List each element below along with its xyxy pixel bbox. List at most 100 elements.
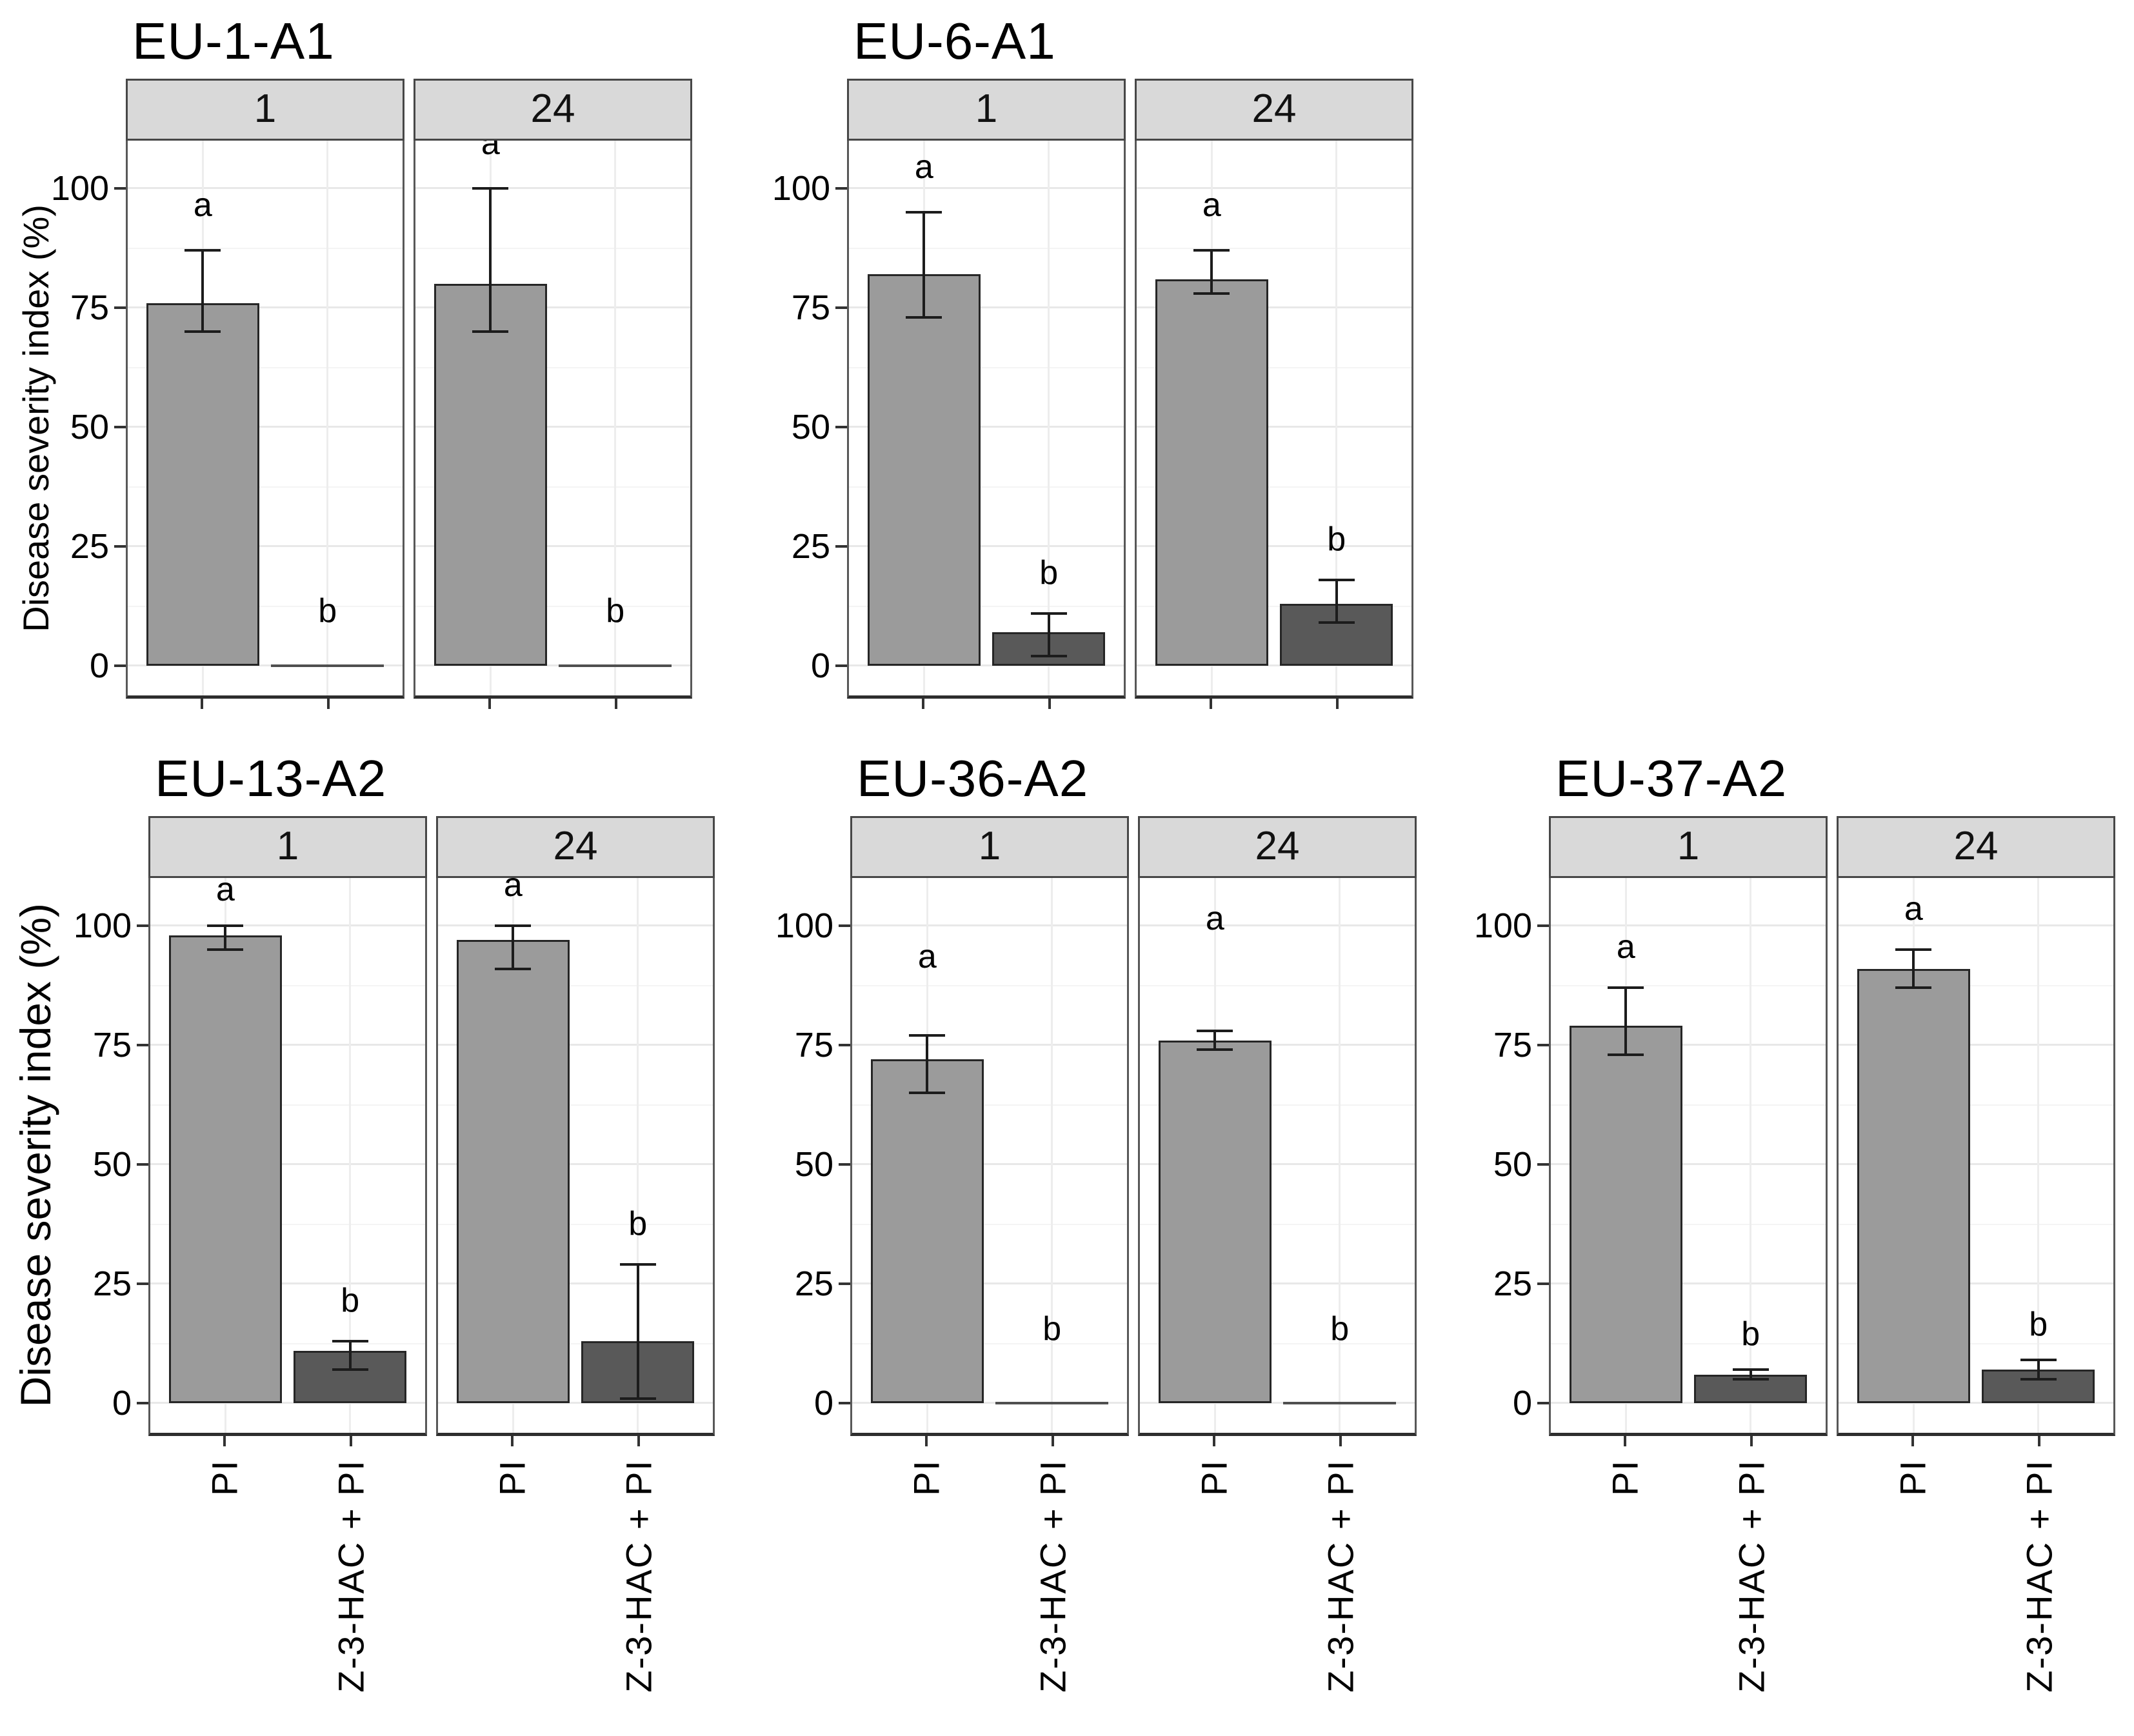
x-axis-labels: PI Z-3-HAC + PI xyxy=(436,1449,715,1730)
chart-title: EU-1-A1 xyxy=(132,12,335,70)
grid-line-minor xyxy=(438,1223,713,1225)
x-axis-label-z3hac-pi: Z-3-HAC + PI xyxy=(2019,1459,2060,1693)
x-axis-label-pi: PI xyxy=(1604,1459,1646,1496)
x-tick-mark xyxy=(1339,1436,1342,1446)
grid-line-major xyxy=(1140,1163,1415,1165)
grid-line-major xyxy=(849,545,1124,547)
grid-line-major xyxy=(852,1044,1127,1046)
grid-line-major xyxy=(415,545,690,547)
y-tick-label: 50 xyxy=(70,408,109,446)
grid-line-minor xyxy=(1551,1223,1826,1225)
y-tick-label: 0 xyxy=(1512,1384,1532,1422)
x-axis-label-z3hac-pi: Z-3-HAC + PI xyxy=(330,1459,372,1693)
significance-letter: a xyxy=(914,148,933,186)
error-cap-top xyxy=(1608,986,1644,990)
y-tick-label: 100 xyxy=(73,906,132,945)
grid-line-major xyxy=(150,924,425,926)
facet-strip: 24 xyxy=(1135,79,1413,141)
error-cap-bottom xyxy=(184,330,221,333)
grid-line-minor xyxy=(1551,984,1826,986)
error-bar xyxy=(1210,250,1213,294)
x-tick-mark xyxy=(1750,1436,1753,1446)
y-tick-mark xyxy=(839,1402,850,1404)
grid-line-major xyxy=(150,1163,425,1165)
x-tick-mark xyxy=(200,699,203,709)
significance-letter: b xyxy=(1327,520,1346,558)
facet-panels: 1 a b PI Z-3-HAC + PI 24 a b PI Z-3-HAC + PI xyxy=(1549,816,2115,1730)
facet-panels: 1 a b 24 a b xyxy=(847,79,1413,712)
bar-pi xyxy=(867,274,981,666)
grid-line-major xyxy=(1839,1044,2113,1046)
chart-title: EU-37-A2 xyxy=(1555,750,1788,807)
grid-line-major xyxy=(1137,187,1411,189)
bar-pi xyxy=(456,940,570,1403)
grid-line-major xyxy=(415,306,690,308)
bar-pi xyxy=(1158,1040,1271,1403)
error-cap-bottom xyxy=(1197,1048,1233,1052)
grid-line-minor xyxy=(1140,1104,1415,1106)
y-tick-mark xyxy=(839,1282,850,1285)
grid-line-major xyxy=(128,545,403,547)
x-tick-mark xyxy=(1212,1436,1215,1446)
grid-line-major xyxy=(1839,1282,2113,1284)
y-tick-label: 100 xyxy=(772,169,830,208)
y-tick-label: 75 xyxy=(794,1026,833,1064)
grid-line-major xyxy=(1140,1044,1415,1046)
error-cap-bottom xyxy=(909,1092,946,1094)
error-cap-top xyxy=(472,187,509,190)
y-tick-label: 50 xyxy=(92,1145,132,1184)
significance-letter: b xyxy=(1042,1310,1062,1348)
error-cap-bottom xyxy=(1193,292,1230,295)
y-tick-label: 75 xyxy=(1493,1026,1532,1064)
x-tick-mark xyxy=(921,699,924,709)
grid-line-minor xyxy=(849,366,1124,368)
error-bar xyxy=(636,1264,639,1399)
grid-line-vertical xyxy=(326,141,329,695)
y-tick-mark xyxy=(839,1163,850,1166)
zero-height-bar-line xyxy=(559,664,672,667)
y-tick-mark xyxy=(137,1282,148,1285)
error-cap-bottom xyxy=(2020,1378,2057,1381)
significance-letter: b xyxy=(1039,554,1059,592)
x-tick-mark xyxy=(223,1436,226,1446)
bar-pi xyxy=(870,1059,984,1403)
x-axis-ticks xyxy=(414,699,692,712)
x-axis-label-pi: PI xyxy=(492,1459,533,1496)
significance-letter: a xyxy=(1202,186,1221,224)
grid-line-major xyxy=(1551,1044,1826,1046)
grid-line-major xyxy=(438,924,713,926)
grid-line-major xyxy=(1839,924,2113,926)
grid-line-major xyxy=(852,924,1127,926)
x-axis-ticks xyxy=(1138,1436,1417,1449)
significance-letter: b xyxy=(1330,1310,1350,1348)
bar-pi xyxy=(146,303,259,666)
facet-strip: 1 xyxy=(1549,816,1828,878)
x-tick-mark xyxy=(2038,1436,2041,1446)
grid-line-vertical xyxy=(614,141,617,695)
x-axis-labels: PI Z-3-HAC + PI xyxy=(1549,1449,1828,1730)
x-tick-mark xyxy=(488,699,491,709)
error-bar xyxy=(1335,579,1338,623)
y-tick-mark xyxy=(835,187,847,190)
grid-line-major xyxy=(128,664,403,666)
grid-line-minor xyxy=(852,1342,1127,1344)
grid-line-major xyxy=(1140,1402,1415,1404)
error-cap-top xyxy=(909,1034,946,1037)
grid-line-minor xyxy=(415,366,690,368)
grid-line-major xyxy=(849,187,1124,189)
grid-line-minor xyxy=(1839,1342,2113,1344)
error-cap-top xyxy=(1732,1368,1769,1372)
facet-strip: 24 xyxy=(1138,816,1417,878)
error-cap-top xyxy=(207,924,244,927)
error-cap-bottom xyxy=(619,1397,656,1400)
x-axis-ticks xyxy=(436,1436,715,1449)
y-tick-label: 0 xyxy=(813,1384,833,1422)
x-axis-labels: PI Z-3-HAC + PI xyxy=(1837,1449,2115,1730)
y-tick-mark xyxy=(114,664,126,667)
y-tick-mark xyxy=(114,306,126,309)
grid-line-minor xyxy=(150,1104,425,1106)
x-tick-mark xyxy=(1209,699,1212,709)
x-tick-mark xyxy=(924,1436,928,1446)
